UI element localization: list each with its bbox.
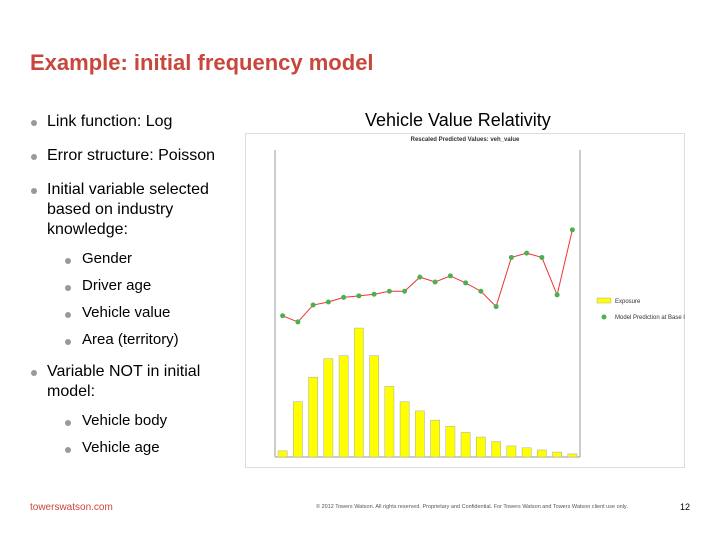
point	[280, 313, 286, 319]
bar	[506, 445, 517, 458]
point	[386, 288, 392, 294]
point	[463, 280, 469, 286]
point	[356, 293, 362, 299]
line	[282, 229, 573, 323]
point	[417, 274, 423, 280]
bar	[430, 419, 440, 458]
bar	[293, 401, 303, 458]
chart-heading: Vehicle Value Relativity	[365, 110, 551, 130]
chart-frame	[245, 133, 685, 468]
legend-label: Model Prediction at Base levels	[615, 315, 685, 321]
bullet-list: Link function: Log Error structure: Poiss…	[30, 112, 245, 470]
bullet: Link function: Log	[30, 112, 245, 132]
point	[325, 299, 331, 305]
point	[554, 292, 560, 298]
bar	[308, 376, 318, 458]
bullet: Variable NOT in initial model: Vehicle bo…	[30, 362, 245, 456]
sub-bullet: Driver age	[64, 277, 245, 294]
bar	[415, 410, 425, 458]
bullet: Error structure: Poisson	[30, 146, 245, 166]
bullet-text: Initial variable selected based on indus…	[47, 181, 209, 238]
page-number: 12	[680, 502, 691, 512]
bullet: Initial variable selected based on indus…	[30, 180, 245, 348]
chart: Rescaled Predicted Values: veh_value Exp…	[245, 133, 685, 468]
sub-bullet: Area (territory)	[64, 331, 245, 348]
point	[341, 294, 347, 300]
point	[310, 302, 316, 308]
point	[402, 288, 408, 294]
sub-bullet: Vehicle value	[64, 304, 245, 321]
point	[569, 227, 575, 233]
bar	[323, 358, 334, 458]
bar	[460, 432, 471, 458]
brand: towerswatson.com	[30, 502, 113, 513]
bar	[338, 355, 349, 458]
bar	[384, 386, 395, 458]
point	[493, 304, 499, 310]
bar	[399, 401, 410, 458]
point	[524, 250, 530, 256]
slide-title: Example: initial frequency model	[30, 50, 374, 75]
legend-swatch	[601, 314, 607, 320]
bar	[521, 447, 532, 458]
point	[295, 319, 301, 325]
point	[447, 273, 453, 279]
point	[478, 288, 484, 294]
legend-swatch	[596, 297, 612, 304]
chart-title: Rescaled Predicted Values: veh_value	[411, 137, 520, 143]
legend-label: Exposure	[615, 299, 641, 305]
point	[508, 254, 514, 260]
point	[539, 254, 545, 260]
bar	[277, 450, 288, 458]
bar	[354, 327, 364, 458]
bar	[445, 426, 456, 458]
copyright: © 2012 Towers Watson. All rights reserve…	[316, 504, 628, 510]
point	[371, 291, 377, 297]
bar	[552, 451, 562, 458]
bullet-text: Variable NOT in initial model:	[47, 363, 201, 400]
bullet-text: Error structure: Poisson	[47, 147, 216, 164]
bullet-text: Link function: Log	[47, 113, 173, 130]
bar	[491, 441, 501, 458]
sub-bullet: Vehicle age	[64, 439, 245, 456]
bar	[476, 436, 486, 458]
point	[432, 279, 438, 285]
sub-bullet: Gender	[64, 250, 245, 267]
bar	[369, 355, 379, 458]
bar	[567, 453, 578, 458]
bar	[537, 449, 547, 458]
sub-bullet: Vehicle body	[64, 412, 245, 429]
